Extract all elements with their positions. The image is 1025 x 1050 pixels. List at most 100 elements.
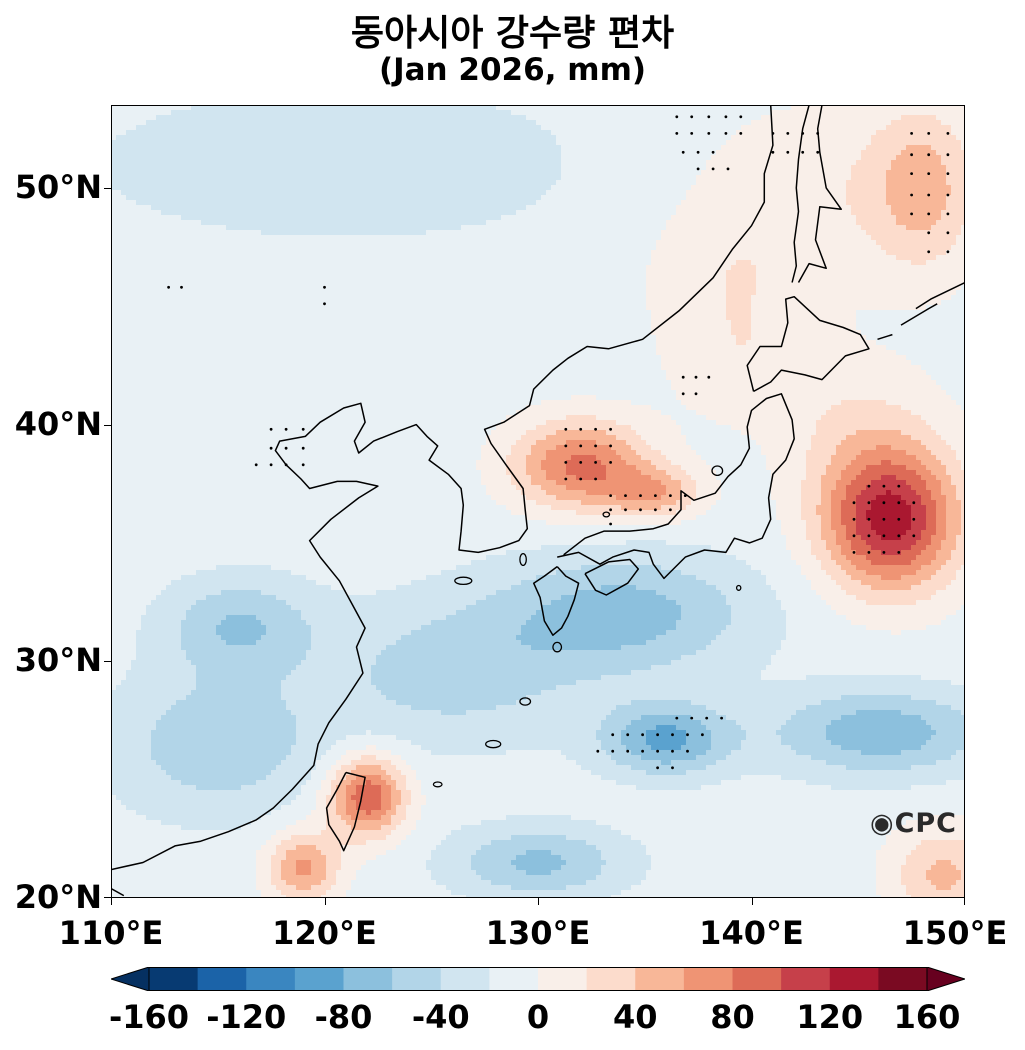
anomaly-cell	[276, 245, 282, 251]
anomaly-cell	[166, 135, 172, 141]
anomaly-cell	[461, 175, 467, 181]
anomaly-cell	[636, 175, 642, 181]
anomaly-cell	[886, 135, 892, 141]
anomaly-cell	[401, 110, 407, 116]
anomaly-cell	[116, 190, 122, 196]
anomaly-cell	[196, 245, 202, 251]
anomaly-cell	[366, 180, 372, 186]
anomaly-cell	[281, 170, 287, 176]
anomaly-cell	[941, 155, 947, 161]
anomaly-cell	[961, 210, 965, 216]
anomaly-cell	[556, 215, 562, 221]
anomaly-cell	[576, 155, 582, 161]
anomaly-cell	[556, 115, 562, 121]
anomaly-cell	[531, 205, 537, 211]
anomaly-cell	[946, 175, 952, 181]
anomaly-cell	[321, 175, 327, 181]
anomaly-cell	[556, 110, 562, 116]
anomaly-cell	[311, 225, 317, 231]
anomaly-cell	[421, 220, 427, 226]
anomaly-cell	[701, 160, 707, 166]
anomaly-cell	[276, 235, 282, 241]
anomaly-cell	[571, 205, 577, 211]
anomaly-cell	[706, 105, 712, 111]
anomaly-cell	[131, 140, 137, 146]
anomaly-cell	[501, 220, 507, 226]
anomaly-cell	[526, 220, 532, 226]
anomaly-cell	[956, 185, 962, 191]
anomaly-cell	[231, 165, 237, 171]
anomaly-cell	[306, 205, 312, 211]
anomaly-cell	[601, 240, 607, 246]
anomaly-cell	[456, 240, 462, 246]
anomaly-cell	[371, 125, 377, 131]
anomaly-cell	[666, 200, 672, 206]
anomaly-cell	[201, 140, 207, 146]
anomaly-cell	[911, 185, 917, 191]
anomaly-cell	[771, 235, 777, 241]
anomaly-cell	[641, 160, 647, 166]
anomaly-cell	[421, 160, 427, 166]
anomaly-cell	[846, 225, 852, 231]
anomaly-cell	[396, 210, 402, 216]
anomaly-cell	[211, 190, 217, 196]
anomaly-cell	[686, 135, 692, 141]
anomaly-cell	[511, 160, 517, 166]
anomaly-cell	[316, 175, 322, 181]
anomaly-cell	[281, 150, 287, 156]
anomaly-cell	[176, 165, 182, 171]
anomaly-cell	[911, 110, 917, 116]
anomaly-cell	[276, 175, 282, 181]
anomaly-cell	[676, 120, 682, 126]
anomaly-cell	[156, 215, 162, 221]
anomaly-cell	[571, 130, 577, 136]
anomaly-cell	[586, 105, 592, 111]
anomaly-cell	[586, 245, 592, 251]
anomaly-cell	[186, 155, 192, 161]
anomaly-cell	[666, 120, 672, 126]
anomaly-cell	[126, 235, 132, 241]
anomaly-cell	[681, 105, 687, 111]
anomaly-cell	[516, 115, 522, 121]
anomaly-cell	[901, 175, 907, 181]
anomaly-cell	[231, 220, 237, 226]
anomaly-cell	[121, 175, 127, 181]
anomaly-cell	[471, 225, 477, 231]
anomaly-cell	[776, 220, 782, 226]
anomaly-cell	[471, 240, 477, 246]
anomaly-cell	[916, 175, 922, 181]
anomaly-cell	[616, 225, 622, 231]
anomaly-cell	[716, 120, 722, 126]
anomaly-cell	[841, 115, 847, 121]
anomaly-cell	[711, 215, 717, 221]
anomaly-cell	[441, 210, 447, 216]
anomaly-cell	[936, 105, 942, 111]
anomaly-cell	[206, 250, 212, 256]
anomaly-cell	[221, 225, 227, 231]
anomaly-cell	[246, 145, 252, 151]
anomaly-cell	[416, 145, 422, 151]
anomaly-cell	[766, 190, 772, 196]
anomaly-cell	[141, 215, 147, 221]
anomaly-cell	[436, 105, 442, 111]
anomaly-cell	[911, 230, 917, 236]
anomaly-cell	[141, 230, 147, 236]
anomaly-cell	[181, 115, 187, 121]
anomaly-cell	[781, 230, 787, 236]
anomaly-cell	[121, 140, 127, 146]
anomaly-cell	[866, 190, 872, 196]
anomaly-cell	[786, 185, 792, 191]
anomaly-cell	[661, 210, 667, 216]
anomaly-cell	[596, 165, 602, 171]
anomaly-cell	[416, 240, 422, 246]
anomaly-cell	[576, 140, 582, 146]
anomaly-cell	[941, 210, 947, 216]
anomaly-cell	[706, 235, 712, 241]
anomaly-cell	[851, 245, 857, 251]
anomaly-cell	[246, 140, 252, 146]
anomaly-cell	[516, 210, 522, 216]
anomaly-cell	[396, 125, 402, 131]
anomaly-cell	[691, 245, 697, 251]
anomaly-cell	[266, 155, 272, 161]
anomaly-cell	[891, 140, 897, 146]
